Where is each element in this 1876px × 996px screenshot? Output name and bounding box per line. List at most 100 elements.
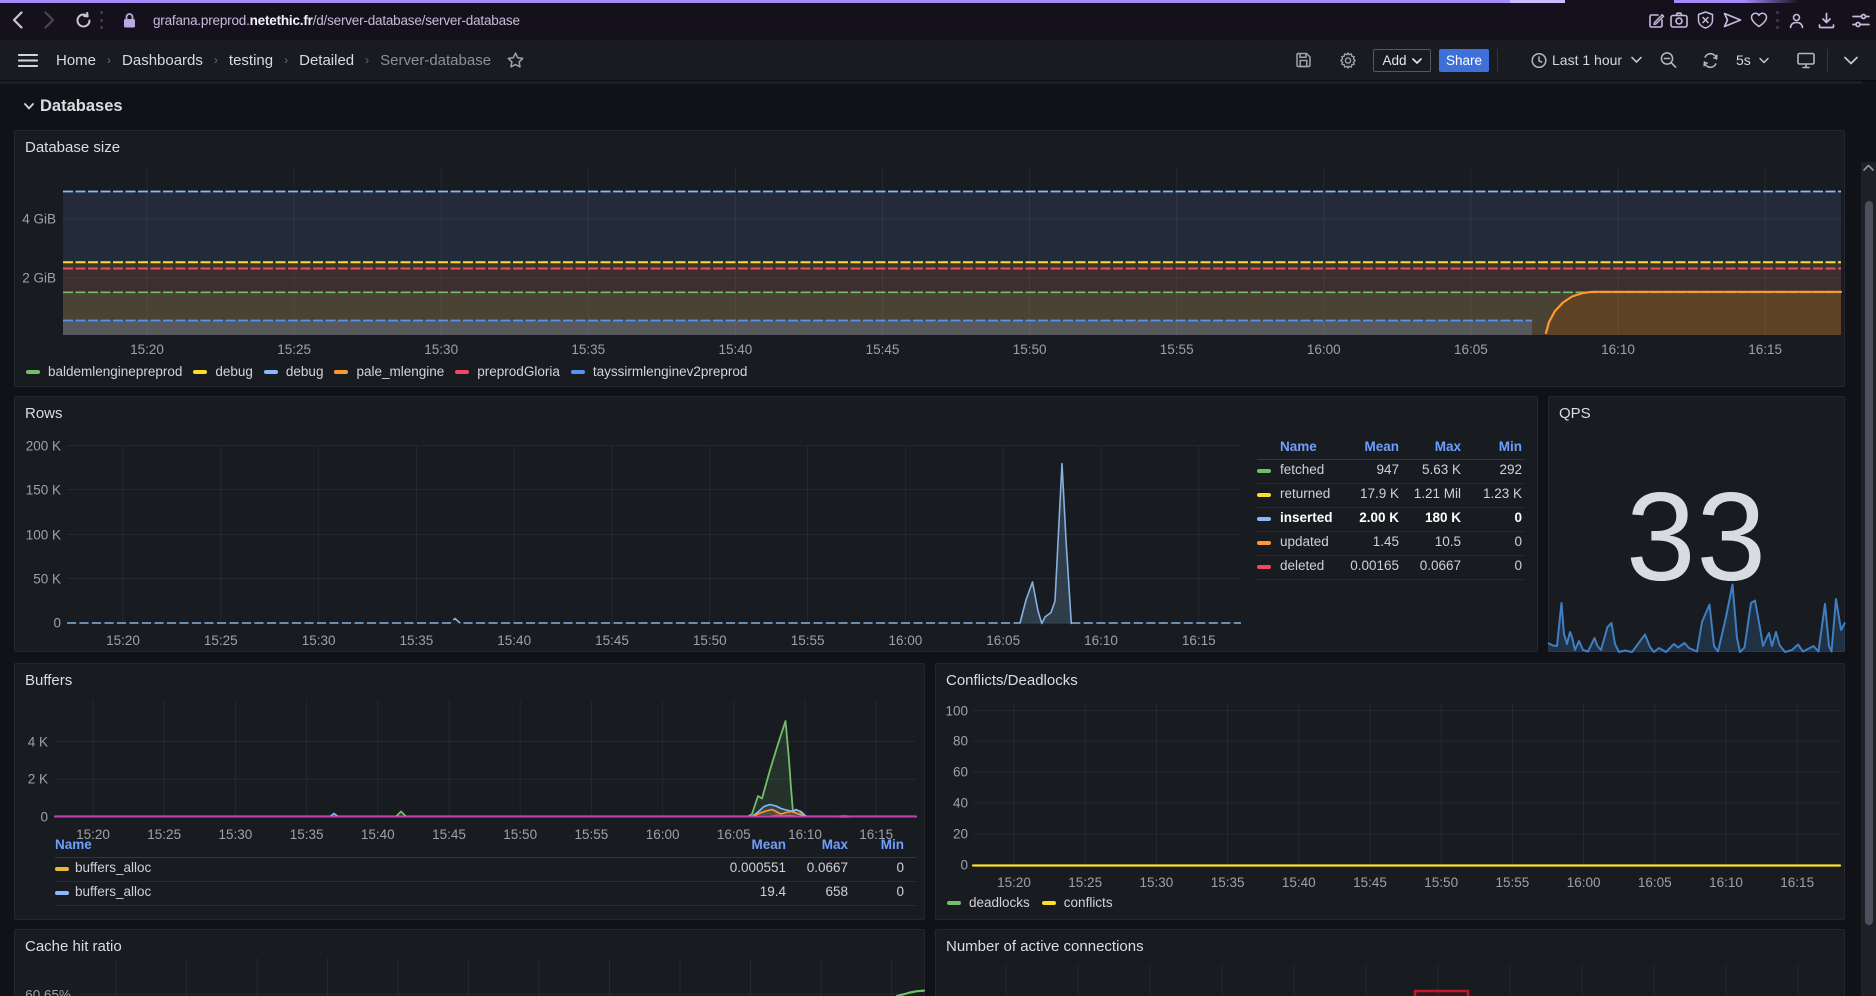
table-cell-value: 0 [1514, 558, 1522, 573]
refresh-interval-chevron[interactable] [1758, 40, 1770, 81]
url-domain: netethic.fr [249, 12, 313, 28]
table-cell-value: 292 [1499, 462, 1522, 477]
refresh-button[interactable] [1700, 40, 1720, 81]
breadcrumb-detailed[interactable]: Detailed [299, 51, 355, 69]
table-header-mean[interactable]: Mean [1364, 439, 1399, 454]
scrollbar-up-arrow[interactable] [1861, 164, 1876, 171]
row-databases[interactable]: Databases [24, 97, 123, 116]
table-cell-value: 0 [896, 860, 904, 875]
table-row-name[interactable]: fetched [1280, 462, 1325, 477]
refresh-interval-label[interactable]: 5s [1736, 52, 1751, 68]
panel-rows[interactable]: Rows [14, 396, 1538, 652]
legend-swatch [193, 369, 208, 374]
legend-item[interactable]: tayssirmlenginev2preprod [570, 364, 747, 379]
legend-item[interactable]: pale_mlengine [334, 364, 444, 379]
breadcrumb-dashboards[interactable]: Dashboards [122, 51, 203, 69]
downloads-button[interactable] [1815, 0, 1837, 40]
table-row-name[interactable]: deleted [1280, 558, 1325, 573]
tab-accent-line-bright [1510, 0, 1565, 3]
panel-title[interactable]: Conflicts/Deadlocks [946, 672, 1078, 689]
legend-item[interactable]: debug [263, 364, 324, 379]
table-header-max[interactable]: Max [1434, 439, 1461, 454]
panel-title[interactable]: QPS [1559, 405, 1591, 422]
legend-item[interactable]: debug [193, 364, 253, 379]
breadcrumb-home[interactable]: Home [56, 51, 97, 69]
dashboard-settings-button[interactable] [1339, 40, 1357, 81]
legend-item[interactable]: preprodGloria [455, 364, 560, 379]
panel-title[interactable]: Database size [25, 139, 121, 156]
table-header-min[interactable]: Min [1498, 439, 1522, 454]
forward-icon [43, 11, 54, 29]
panel-qps[interactable]: QPS [1548, 396, 1845, 652]
table-row-swatch [55, 867, 69, 871]
legend-label: pale_mlengine [356, 364, 445, 379]
zoom-out-button[interactable] [1658, 40, 1678, 81]
edit-pen-icon [1648, 13, 1664, 28]
send-button[interactable] [1721, 0, 1743, 40]
table-header-max[interactable]: Max [821, 837, 848, 852]
submenu-remnant [0, 81, 1862, 84]
legend-label: debug [215, 364, 253, 379]
panel-cache-hit-ratio[interactable]: Cache hit ratio [14, 929, 925, 996]
panel-title[interactable]: Number of active connections [946, 938, 1144, 955]
table-row-name[interactable]: buffers_alloc [75, 884, 152, 899]
share-button-label: Share [1445, 53, 1483, 68]
screenshot-button[interactable] [1668, 0, 1690, 40]
browser-settings-button[interactable] [1850, 0, 1872, 40]
time-range-label[interactable]: Last 1 hour [1552, 52, 1623, 68]
time-range-chevron[interactable] [1630, 40, 1642, 81]
panel-title[interactable]: Buffers [25, 672, 73, 689]
table-cell-value: 1.21 Mil [1413, 486, 1461, 501]
table-row-name[interactable]: updated [1280, 534, 1329, 549]
url-bar[interactable]: grafana.preprod. netethic.fr/d/server-dat… [153, 0, 520, 40]
breadcrumb-testing[interactable]: testing [228, 51, 274, 69]
add-panel-button[interactable]: Add [1373, 49, 1431, 72]
table-row-swatch [1257, 517, 1271, 521]
chevron-down-icon [1630, 56, 1642, 63]
table-header-mean[interactable]: Mean [751, 837, 786, 852]
table-row-name[interactable]: buffers_alloc [75, 860, 152, 875]
share-button[interactable]: Share [1439, 49, 1489, 72]
table-row-name[interactable]: returned [1280, 486, 1331, 501]
legend-item[interactable]: deadlocks [947, 895, 1030, 910]
favorite-dashboard-button[interactable] [505, 52, 525, 68]
page-scrollbar[interactable] [1861, 162, 1876, 996]
table-header-name[interactable]: Name [1280, 439, 1317, 454]
table-row-swatch [1257, 541, 1271, 545]
table-cell-value: 2.00 K [1359, 510, 1399, 525]
favorites-button[interactable] [1748, 0, 1770, 40]
tv-mode-button[interactable] [1795, 40, 1817, 81]
table-header-underline [55, 857, 916, 858]
table-header-name[interactable]: Name [55, 837, 92, 852]
shield-block-button[interactable] [1694, 0, 1716, 40]
url-path: /d/server-database/server-database [312, 12, 520, 28]
scrollbar-thumb[interactable] [1864, 201, 1873, 925]
annotate-button[interactable] [1645, 0, 1667, 40]
grafana-toolbar: Home › Dashboards › testing › Detailed ›… [0, 40, 1876, 81]
account-button[interactable] [1785, 0, 1807, 40]
forward-button[interactable] [42, 0, 56, 40]
refresh-icon [1702, 52, 1718, 68]
mega-menu-button[interactable] [16, 40, 40, 81]
table-row-name[interactable]: inserted [1280, 510, 1333, 525]
back-button[interactable] [10, 0, 24, 40]
panel-conflicts-deadlocks[interactable]: Conflicts/Deadlocks [935, 663, 1845, 920]
panel-active-connections[interactable]: Number of active connections [935, 929, 1845, 996]
lock-icon[interactable] [122, 0, 136, 40]
panel-database-size[interactable]: Database size [14, 130, 1845, 387]
legend-item[interactable]: baldemlenginepreprod [26, 364, 182, 379]
panel-title[interactable]: Cache hit ratio [25, 938, 122, 955]
toolbar-separator-dots [100, 11, 104, 29]
reload-button[interactable] [74, 0, 92, 40]
chevron-down-icon [1844, 56, 1858, 64]
save-dashboard-button[interactable] [1294, 40, 1312, 81]
legend-label: debug [285, 364, 324, 379]
collapse-toolbar-button[interactable] [1842, 40, 1860, 81]
table-header-min[interactable]: Min [880, 837, 904, 852]
table-row-separator [1257, 555, 1524, 556]
panel-title[interactable]: Rows [25, 405, 63, 422]
time-picker-clock-button[interactable] [1530, 40, 1548, 81]
breadcrumb: Home › Dashboards › testing › Detailed ›… [56, 40, 525, 80]
browser-chrome: grafana.preprod. netethic.fr/d/server-dat… [0, 0, 1876, 40]
legend-item[interactable]: conflicts [1041, 895, 1113, 910]
